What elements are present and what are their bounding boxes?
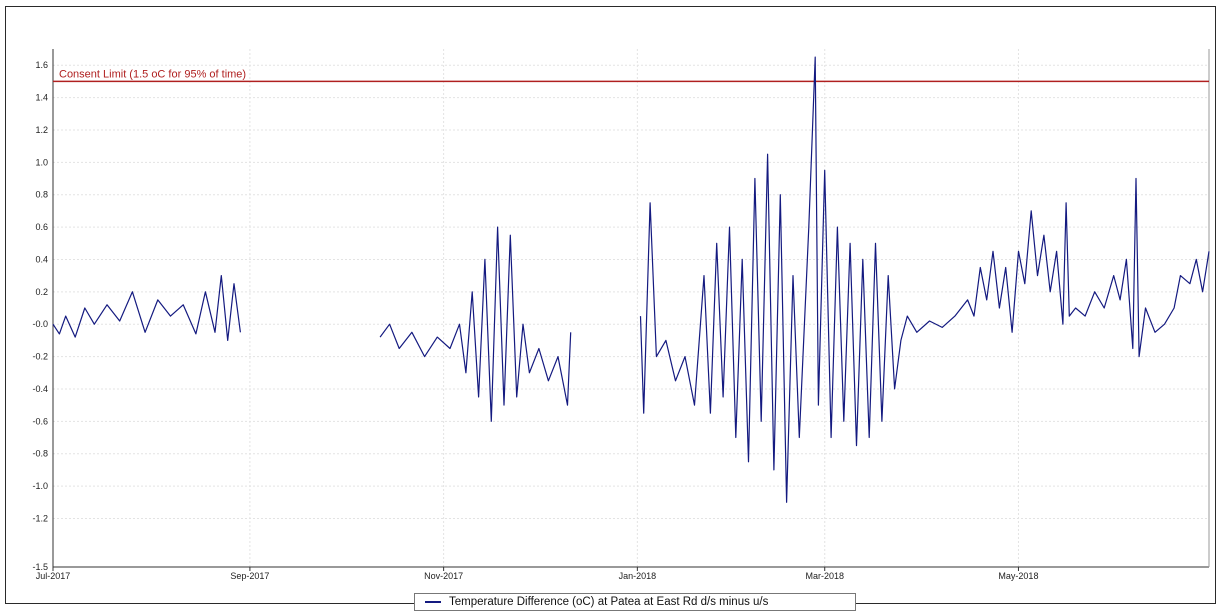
legend: Temperature Difference (oC) at Patea at … — [414, 593, 856, 611]
y-tick-label: -0.6 — [32, 416, 48, 426]
y-tick-label: -0.2 — [32, 352, 48, 362]
y-tick-label: -0.4 — [32, 384, 48, 394]
x-tick-label: Jan-2018 — [619, 571, 657, 581]
y-tick-label: -0.8 — [32, 449, 48, 459]
y-tick-label: 0.2 — [35, 287, 48, 297]
x-tick-label: Nov-2017 — [424, 571, 463, 581]
y-tick-label: 1.6 — [35, 60, 48, 70]
legend-label: Temperature Difference (oC) at Patea at … — [449, 596, 769, 608]
y-tick-label: 1.0 — [35, 157, 48, 167]
y-tick-label: 1.2 — [35, 125, 48, 135]
y-tick-label: -1.0 — [32, 481, 48, 491]
y-tick-label: 0.8 — [35, 190, 48, 200]
legend-swatch — [425, 601, 441, 603]
axes: -1.5 -1.2 -1.0 -0.8 -0.6 -0.4 -0.2 -0.0 0.2 0.4 0.… — [32, 49, 1210, 581]
y-tick-label: 0.4 — [35, 254, 48, 264]
y-tick-label: -1.2 — [32, 513, 48, 523]
x-tick-label: Jul-2017 — [36, 571, 71, 581]
series-line — [52, 275, 241, 341]
y-tick-label: 1.4 — [35, 93, 48, 103]
chart-frame: -1.5 -1.2 -1.0 -0.8 -0.6 -0.4 -0.2 -0.0 0.2 0.4 0.… — [5, 6, 1216, 611]
y-tick-label: -0.0 — [32, 319, 48, 329]
grid — [52, 49, 1209, 568]
x-tick-label: Sep-2017 — [230, 571, 269, 581]
y-tick-label: -1.5 — [32, 562, 48, 572]
series-line — [639, 56, 1210, 503]
y-tick-label: 0.6 — [35, 222, 48, 232]
x-tick-label: May-2018 — [998, 571, 1038, 581]
x-tick-label: Mar-2018 — [805, 571, 844, 581]
series-line — [379, 226, 572, 422]
consent-limit: Consent Limit (1.5 oC for 95% of time) — [53, 68, 1209, 83]
line-chart: -1.5 -1.2 -1.0 -0.8 -0.6 -0.4 -0.2 -0.0 0.2 0.4 0.… — [32, 49, 1210, 581]
consent-limit-label: Consent Limit (1.5 oC for 95% of time) — [59, 68, 246, 80]
series — [52, 56, 1210, 503]
